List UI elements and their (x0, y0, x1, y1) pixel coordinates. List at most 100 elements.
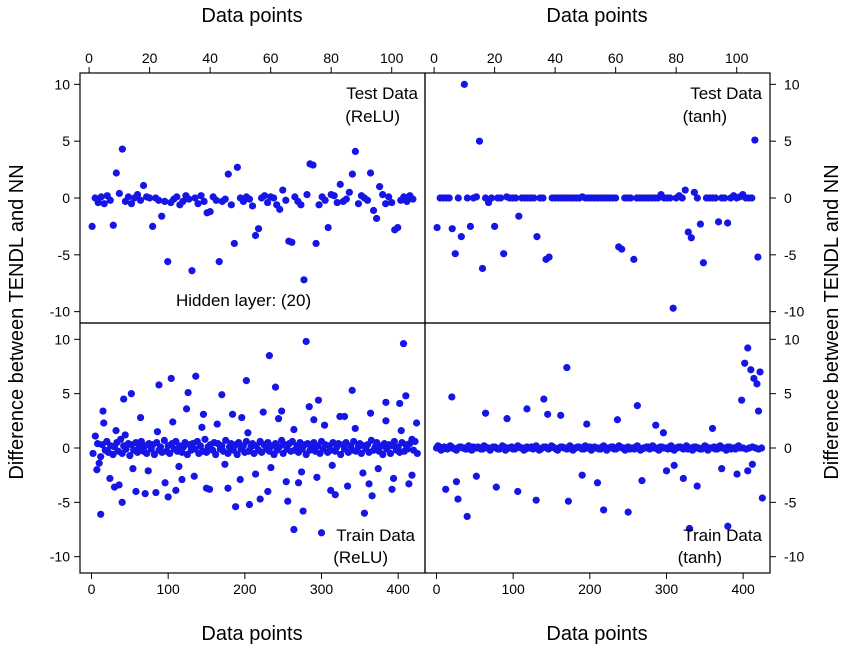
scatter-point (460, 80, 468, 88)
scatter-point (185, 195, 193, 203)
scatter-point (282, 196, 290, 204)
scatter-point (118, 145, 126, 153)
scatter-point (110, 483, 119, 491)
scatter-point (331, 491, 339, 499)
scatter-point (118, 498, 126, 506)
scatter-point (300, 276, 308, 284)
scatter-point (724, 219, 732, 227)
x-tick-label: 300 (310, 581, 334, 597)
scatter-point (376, 183, 384, 191)
scatter-point (99, 407, 107, 415)
scatter-point (201, 435, 209, 443)
y-tick-label: -10 (784, 304, 804, 320)
scatter-point (741, 359, 749, 367)
scatter-point (714, 218, 723, 226)
panel-train-relu: 0 100 200 300 400 -10 -5 0 5 10 Train Data (ReLU) (50, 322, 426, 597)
x-tick-label: 0 (433, 581, 441, 597)
scatter-point (466, 222, 474, 231)
scatter-point (724, 522, 732, 530)
panel-label-test-tanh-line1: Test Data (690, 84, 762, 103)
scatter-point (600, 506, 608, 514)
scatter-point (238, 413, 246, 422)
scatter-point (317, 529, 326, 537)
scatter-point (122, 445, 130, 453)
panel-label-train-relu-line2: (ReLU) (333, 548, 388, 567)
panel-test-tanh: 0 20 40 60 80 100 -10 -5 0 5 10 Test Data (tanh) (424, 50, 804, 324)
scatter-point (544, 410, 552, 418)
scatter-point (679, 474, 687, 483)
scatter-point (153, 428, 162, 436)
scatter-point (320, 421, 329, 429)
scatter-point (396, 399, 404, 408)
scatter-point (228, 410, 237, 418)
scatter-point (182, 405, 191, 413)
scatter-point (303, 190, 311, 199)
scatter-point (412, 419, 421, 427)
scatter-point (360, 509, 369, 517)
scatter-point (445, 194, 453, 202)
scatter-point (282, 478, 290, 486)
scatter-point (350, 437, 358, 446)
scatter-point (179, 197, 187, 206)
x-tick-label: 200 (233, 581, 257, 597)
scatter-point (144, 467, 152, 475)
scatter-point (369, 206, 378, 215)
y-tick-label: -5 (58, 494, 71, 510)
scatter-point (161, 197, 169, 206)
x-tick-label: 60 (263, 50, 279, 66)
scatter-point (563, 363, 571, 372)
scatter-point (149, 222, 157, 231)
scatter-point (254, 225, 263, 233)
scatter-point (618, 245, 626, 253)
scatter-point (540, 395, 548, 403)
x-tick-label: 200 (578, 581, 602, 597)
scatter-point (403, 197, 411, 206)
scatter-point (127, 390, 135, 398)
panel-label-test-tanh-line2: (tanh) (683, 107, 727, 126)
scatter-point (215, 258, 223, 266)
scatter-point (734, 442, 743, 450)
scatter-point (523, 405, 531, 413)
scatter-point (112, 169, 120, 177)
scatter-point (224, 170, 232, 178)
scatter-point (212, 450, 220, 459)
scatter-point (202, 484, 211, 492)
scatter-point (379, 450, 387, 459)
scatter-point (175, 462, 183, 471)
y-tick-label: 10 (54, 331, 70, 347)
scatter-point (343, 482, 352, 490)
scatter-point (278, 407, 286, 415)
scatter-point (721, 194, 729, 202)
scatter-point (91, 432, 99, 440)
x-tick-label: 400 (386, 581, 410, 597)
scatter-point (454, 194, 462, 202)
panel-test-relu: 0 20 40 60 80 100 -10 -5 0 5 10 Test Data (ReLU) H… (50, 50, 426, 324)
scatter-point (399, 340, 408, 348)
scatter-point (368, 492, 376, 500)
scatter-point (402, 392, 410, 400)
scatter-point (248, 202, 257, 210)
y-tick-label: 5 (784, 133, 792, 149)
hidden-layer-note: Hidden layer: (20) (176, 291, 311, 310)
scatter-point (532, 496, 540, 504)
scatter-point (382, 200, 390, 208)
scatter-point (97, 510, 105, 518)
scatter-point (342, 195, 350, 203)
scatter-point (222, 436, 230, 444)
scatter-point (233, 450, 241, 459)
scatter-point (451, 250, 459, 258)
scatter-point (354, 200, 363, 208)
scatter-point (221, 460, 229, 468)
scatter-point (478, 264, 487, 273)
scatter-point (411, 437, 419, 446)
scatter-point (500, 250, 508, 258)
scatter-point (129, 465, 137, 473)
scatter-point (754, 407, 763, 415)
scatter-point (448, 225, 456, 233)
scatter-point (88, 222, 96, 231)
scatter-point (413, 449, 421, 458)
scatter-point (152, 488, 160, 497)
scatter-point (463, 194, 471, 202)
scatter-point (503, 415, 511, 423)
scatter-point (93, 466, 101, 474)
